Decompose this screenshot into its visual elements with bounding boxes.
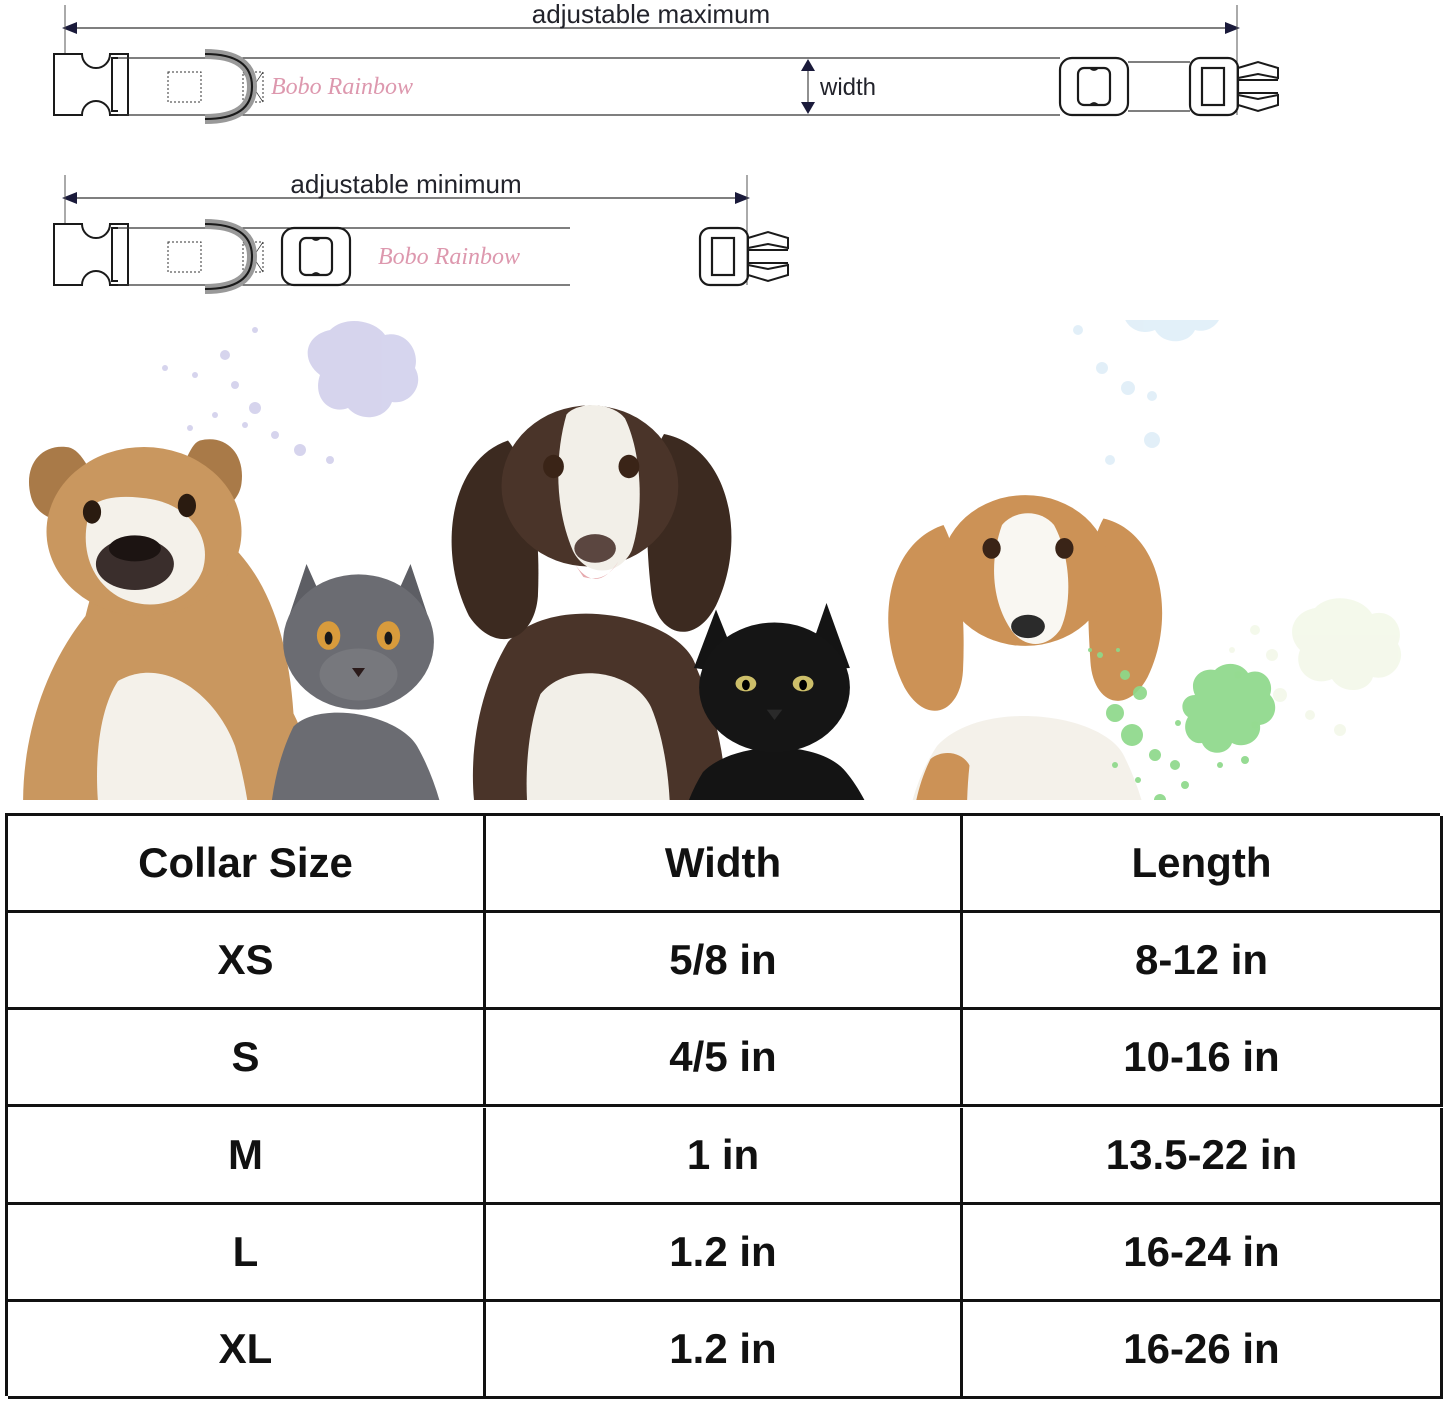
svg-text:width: width [819,74,876,101]
svg-text:Bobo Rainbow: Bobo Rainbow [378,244,520,270]
svg-text:adjustable minimum: adjustable minimum [290,169,521,199]
svg-text:Bobo Rainbow: Bobo Rainbow [271,74,413,100]
svg-text:adjustable maximum: adjustable maximum [532,0,770,29]
